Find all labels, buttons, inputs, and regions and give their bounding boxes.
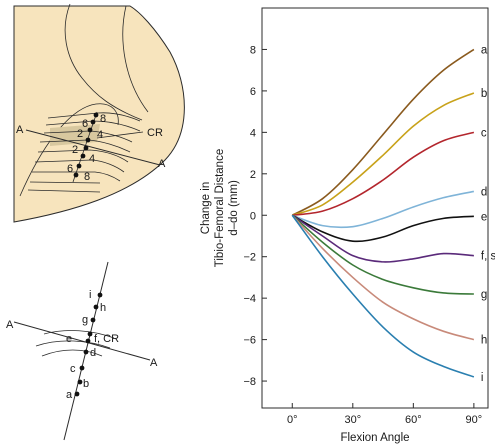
y-tick-label: 2 [250,169,256,181]
axis-diagram: A A f, CR a b c d e g h i [6,261,158,441]
top-label-2: 2 [77,128,83,140]
x-tick-label: 30° [344,414,361,426]
series-label-a: a [481,44,488,56]
series-lines [291,48,475,378]
y-tick-label: 8 [250,44,256,56]
diagram-bottom-label-a: A [150,357,158,369]
series-label-e: e [481,211,487,223]
x-tick-label: 90° [466,414,483,426]
series-label-b: b [481,88,487,100]
point-d [83,349,89,355]
y-axis-title-line-1: Change in [200,182,212,234]
point-f [87,331,93,337]
top-label-6: 6 [82,118,88,130]
point-e [85,338,91,344]
top-point [76,163,82,169]
x-axis-title: Flexion Angle [340,432,409,444]
y-tick-label: 4 [250,127,256,139]
bottom-label-8: 8 [84,171,90,183]
inner-contour [122,5,149,113]
label-i: i [89,289,91,301]
inner-contour [19,103,119,197]
arc [41,349,103,357]
y-tick-label: −6 [243,335,256,347]
label-a: a [66,389,73,401]
y-tick-label: −4 [243,293,256,305]
top-points [73,112,99,178]
y-axis-title-line-2: Tibio-Femoral Distance [214,149,226,267]
y-tick-label: 0 [250,210,256,222]
inner-contour [64,3,143,121]
cr-leader [96,131,144,139]
a-a-line [25,129,161,166]
series-line-g [291,214,474,295]
label-e: e [66,333,72,345]
point-g [90,317,96,323]
y-tick-label: 6 [250,86,256,98]
point-h [93,304,99,310]
arc [35,340,111,349]
diagram-top-label-a: A [158,158,166,170]
bottom-label-6: 6 [67,163,73,175]
top-label-4: 4 [97,129,103,141]
top-point [83,145,89,151]
series-line-d [292,190,475,229]
series-line-h [291,214,475,341]
top-point [73,172,79,178]
series-label-f-s: f, s [481,251,495,263]
top-point [87,127,93,133]
top-point [85,137,91,143]
femur-outline [13,5,185,223]
point-b [77,379,83,385]
point-i [97,292,103,298]
series-label-h: h [481,335,487,347]
plot-frame [261,7,489,409]
label-c: c [70,363,76,375]
point-c [79,365,85,371]
series-line-f-s [291,214,474,263]
y-axis-title: Change in Tibio-Femoral Distance d–do (m… [200,149,240,267]
y-tick-label: −8 [243,376,256,388]
series-label-c: c [481,127,487,139]
top-point [80,153,86,159]
series-line-b [292,92,475,217]
top-point [93,112,99,118]
chart: 8 6 4 2 0 −2 −4 −6 −8 0° 30° 60° 90° a b c d e f, s g h i F… [200,7,495,444]
series-line-i [291,214,475,378]
series-labels: a b c d e f, s g h i [481,44,495,383]
bottom-label-2: 2 [72,144,78,156]
diagram-top-label-cr: CR [147,127,163,139]
top-point [90,119,96,125]
bottom-label-4: 4 [89,153,95,165]
label-h: h [100,302,106,314]
diagram-top-label-a: A [16,124,24,136]
series-label-d: d [481,186,487,198]
series-line-e [291,214,474,243]
series-line-a [291,48,475,216]
diagram-bottom-label-fcr: f, CR [94,333,119,345]
label-b: b [83,378,89,390]
condyle-diagram: A A CR 8 6 4 2 2 4 6 8 [13,3,185,223]
series-label-i: i [481,372,484,384]
x-tick-label: 0° [287,414,298,426]
y-axis-title-line-3: d–do (mm) [228,180,240,236]
label-d: d [90,347,96,359]
diagram-bottom-label-a: A [6,319,14,331]
x-axis-ticks: 0° 30° 60° 90° [287,403,482,426]
point-a [74,391,80,397]
series-line-c [292,131,475,217]
a-a-line [13,321,151,361]
y-tick-label: −2 [243,252,256,264]
y-axis-ticks: 8 6 4 2 0 −2 −4 −6 −8 [243,44,267,388]
series-label-g: g [481,289,487,301]
arc [43,330,115,339]
top-label-8: 8 [100,113,106,125]
x-tick-label: 60° [405,414,422,426]
label-g: g [82,314,88,326]
